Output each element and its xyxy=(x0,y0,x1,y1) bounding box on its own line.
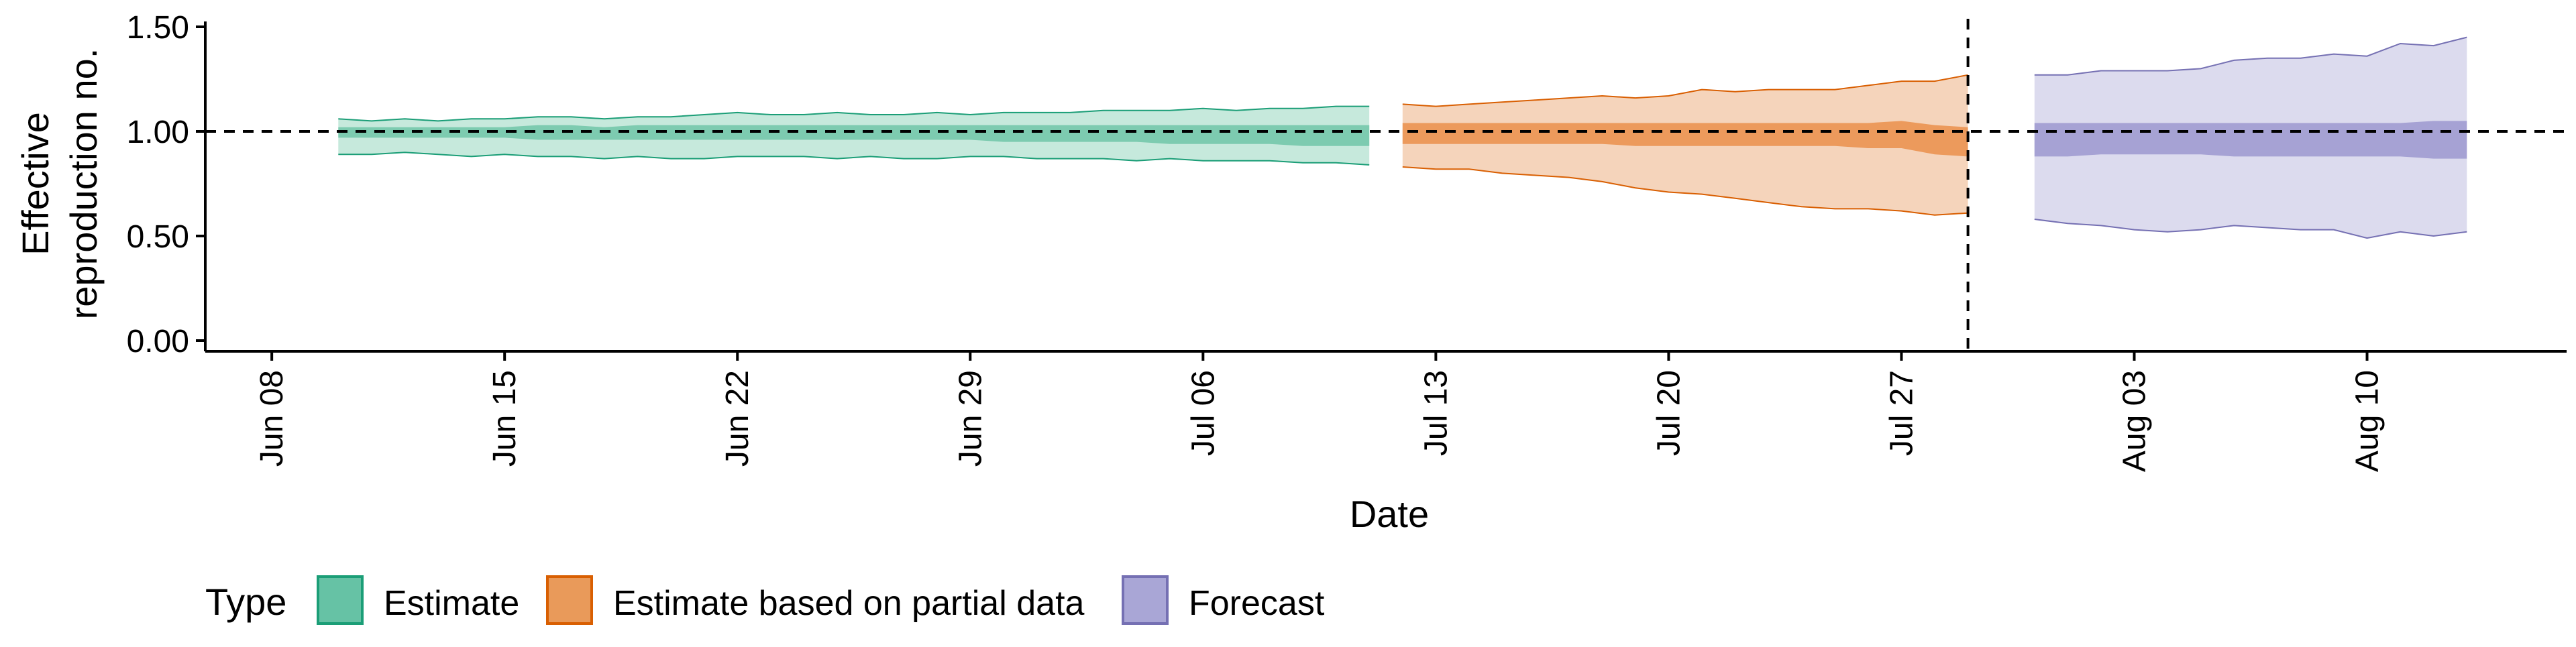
legend-swatch-0 xyxy=(317,575,364,625)
y-tick-label-3: 1.50 xyxy=(127,10,189,46)
series-1-outer-band-lower-edge xyxy=(1402,166,1968,216)
x-tick-label-4: Jul 06 xyxy=(1185,370,1221,456)
series-2 xyxy=(2034,36,2467,239)
y-axis-title-line-2: reproduction no. xyxy=(62,48,105,320)
x-tick-label-7: Jul 27 xyxy=(1884,370,1919,456)
y-tick-label-0: 0.00 xyxy=(127,324,189,359)
series-2-inner-band xyxy=(2034,121,2467,159)
axes: 0.00 0.50 1.00 1.50 Jun 08 Jun 15 Jun 22 Jun 29… xyxy=(127,10,2567,472)
x-tick-label-1: Jun 15 xyxy=(487,370,523,467)
axis-labels: Effective reproduction no. Date xyxy=(14,48,1429,535)
x-tick-label-5: Jul 13 xyxy=(1418,370,1454,456)
series-1-outer-band-upper-edge xyxy=(1402,74,1968,107)
y-tick-label-2: 1.00 xyxy=(127,115,189,150)
legend-swatch-1 xyxy=(546,575,593,625)
x-tick-label-0: Jun 08 xyxy=(254,370,290,467)
legend: Type Estimate Estimate based on partial d… xyxy=(205,575,1325,625)
legend-label-1: Estimate based on partial data xyxy=(613,584,1085,623)
series-0-outer-band-lower-edge xyxy=(338,152,1370,166)
x-tick-label-3: Jun 29 xyxy=(953,370,988,467)
legend-title: Type xyxy=(205,581,286,623)
series-2-outer-band-upper-edge xyxy=(2034,36,2467,76)
legend-label-0: Estimate xyxy=(384,584,519,623)
series-0-outer-band-upper-edge xyxy=(338,105,1370,122)
series-2-outer-band-lower-edge xyxy=(2034,219,2467,239)
x-tick-label-8: Aug 03 xyxy=(2116,370,2152,472)
series-1-inner-band xyxy=(1402,121,1968,157)
y-axis-title-line-1: Effective xyxy=(14,112,56,255)
x-axis-title: Date xyxy=(1350,493,1429,535)
y-tick-label-1: 0.50 xyxy=(127,219,189,255)
legend-swatch-2 xyxy=(1122,575,1169,625)
x-tick-label-6: Jul 20 xyxy=(1651,370,1686,456)
series-1 xyxy=(1402,74,1968,216)
series-0 xyxy=(338,105,1370,166)
legend-label-2: Forecast xyxy=(1189,584,1325,623)
bands-layer xyxy=(338,36,2467,239)
x-tick-label-2: Jun 22 xyxy=(720,370,755,467)
x-tick-label-9: Aug 10 xyxy=(2350,370,2385,472)
